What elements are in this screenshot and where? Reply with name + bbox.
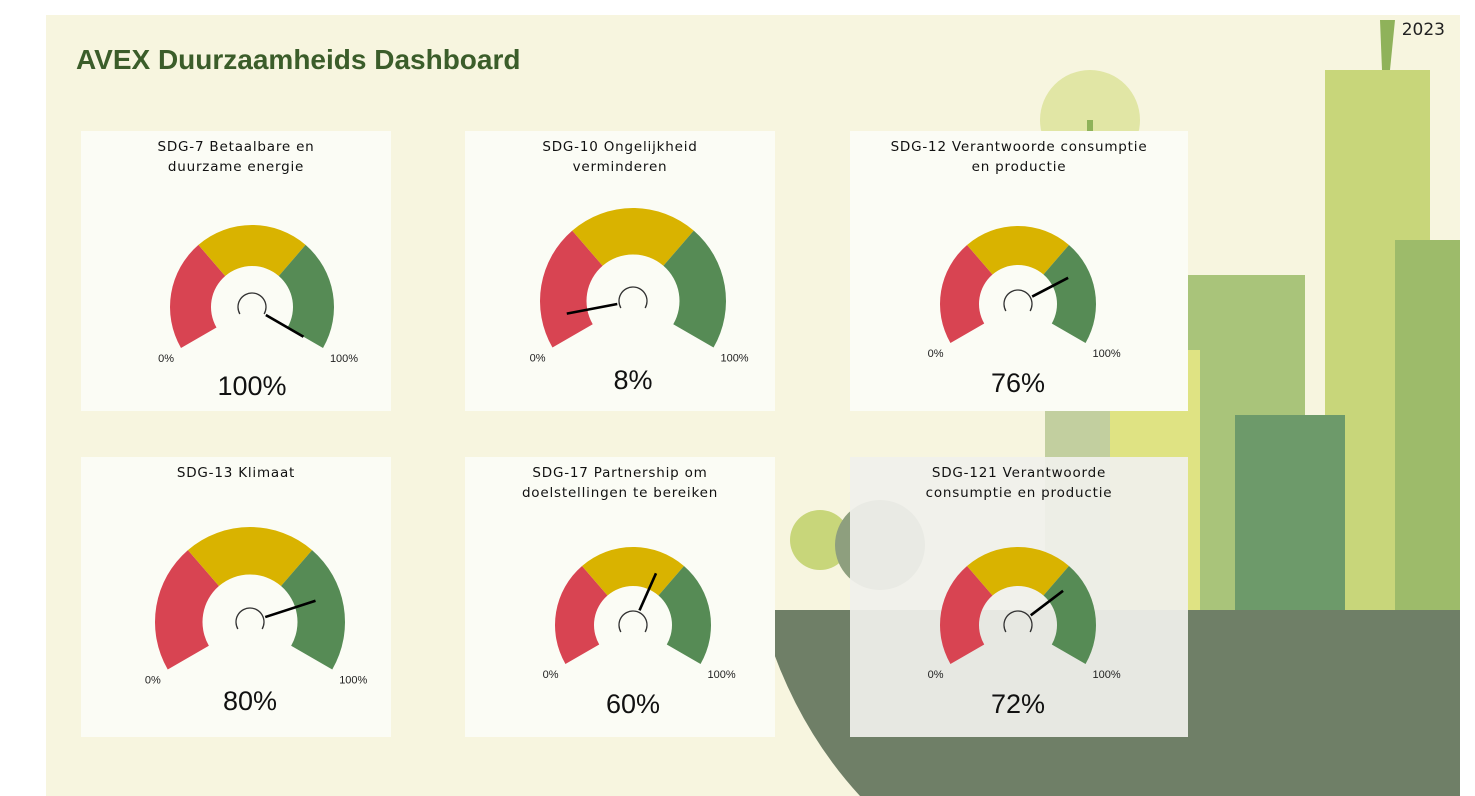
gauge-tick-label: 100% bbox=[1092, 669, 1120, 681]
gauge-tick-label: 100% bbox=[330, 353, 358, 365]
gauge-title: SDG-13 Klimaat bbox=[81, 463, 391, 483]
gauge-value: 8% bbox=[613, 365, 652, 395]
gauge-tick-label: 100% bbox=[707, 669, 735, 681]
gauge-card: 0% 100% 80% SDG-13 Klimaat bbox=[81, 457, 391, 737]
dashboard-title: AVEX Duurzaamheids Dashboard bbox=[76, 44, 520, 76]
gauge-value: 72% bbox=[991, 689, 1045, 719]
gauge-tick-label: 100% bbox=[720, 353, 748, 365]
gauge-title: SDG-7 Betaalbare en duurzame energie bbox=[81, 137, 391, 177]
gauge-tick-label: 0% bbox=[928, 348, 944, 360]
gauge-hub bbox=[238, 293, 266, 314]
gauge-hub bbox=[619, 611, 647, 632]
gauge-title: SDG-12 Verantwoorde consumptie en produc… bbox=[850, 137, 1188, 177]
gauge-card: 0% 100% 76% SDG-12 Verantwoorde consumptie … bbox=[850, 131, 1188, 411]
gauge-hub bbox=[619, 287, 647, 308]
gauge-card: 0% 100% 72% SDG-121 Verantwoorde consumptie… bbox=[850, 457, 1188, 737]
gauge-tick-label: 100% bbox=[339, 675, 367, 687]
dashboard: AVEX Duurzaamheids Dashboard 2023 0% 100%… bbox=[0, 0, 1475, 796]
gauge-tick-label: 0% bbox=[928, 669, 944, 681]
gauge-title: SDG-10 Ongelijkheid verminderen bbox=[465, 137, 775, 177]
gauge-tick-label: 0% bbox=[145, 675, 161, 687]
gauge-value: 80% bbox=[223, 686, 277, 716]
gauge-tick-label: 0% bbox=[543, 669, 559, 681]
gauge-hub bbox=[236, 608, 264, 629]
gauge-card: 0% 100% 100% SDG-7 Betaalbare en duurzame e… bbox=[81, 131, 391, 411]
gauge-value: 60% bbox=[606, 689, 660, 719]
gauge-title: SDG-17 Partnership om doelstellingen te … bbox=[465, 463, 775, 503]
gauge-tick-label: 100% bbox=[1092, 348, 1120, 360]
gauge-card: 0% 100% 60% SDG-17 Partnership om doelstell… bbox=[465, 457, 775, 737]
gauge-tick-label: 0% bbox=[530, 353, 546, 365]
gauge: 0% 100% 80% bbox=[81, 457, 391, 737]
building bbox=[1235, 415, 1345, 610]
gauge-title: SDG-121 Verantwoorde consumptie en produ… bbox=[850, 463, 1188, 503]
gauge-hub bbox=[1004, 290, 1032, 311]
building bbox=[1395, 240, 1460, 610]
gauge-value: 100% bbox=[217, 371, 286, 401]
gauge-tick-label: 0% bbox=[158, 353, 174, 365]
gauge-card: 0% 100% 8% SDG-10 Ongelijkheid verminderen bbox=[465, 131, 775, 411]
gauge-value: 76% bbox=[991, 368, 1045, 398]
gauge-hub bbox=[1004, 611, 1032, 632]
year: 2023 bbox=[1402, 20, 1445, 40]
